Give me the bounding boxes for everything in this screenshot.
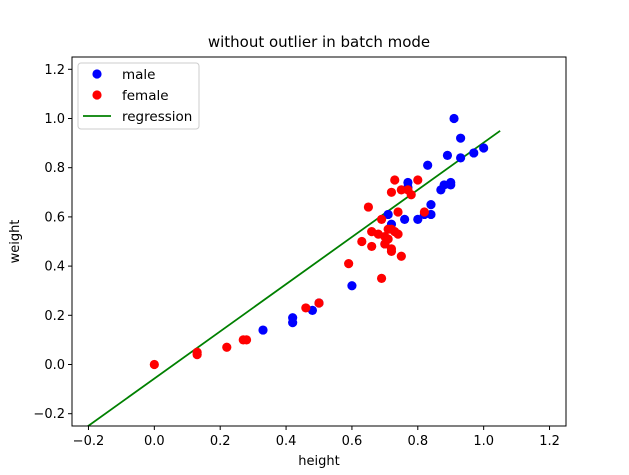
female-point-26 bbox=[393, 229, 403, 239]
female-point-7 bbox=[314, 298, 324, 308]
y-tick-label: 0.2 bbox=[44, 309, 65, 324]
female-point-28 bbox=[396, 185, 406, 195]
female-point-3 bbox=[222, 342, 232, 352]
x-tick-label: 0.0 bbox=[144, 434, 165, 449]
male-point-16 bbox=[426, 200, 436, 210]
y-axis-label: weight bbox=[8, 220, 23, 264]
legend-label-female: female bbox=[122, 88, 169, 104]
female-point-22 bbox=[386, 246, 397, 256]
female-point-14 bbox=[376, 273, 387, 283]
female-point-29 bbox=[396, 251, 406, 261]
female-point-12 bbox=[367, 241, 377, 252]
x-axis-label: height bbox=[298, 454, 339, 469]
x-tick-label: 1.0 bbox=[473, 434, 494, 449]
female-point-8 bbox=[344, 259, 354, 269]
female-point-32 bbox=[413, 175, 423, 185]
male-point-5 bbox=[347, 281, 357, 291]
female-point-27 bbox=[393, 207, 403, 217]
y-tick-label: −0.2 bbox=[33, 407, 65, 422]
female-point-25 bbox=[390, 175, 400, 185]
male-point-2 bbox=[288, 313, 298, 323]
x-tick-label: 0.2 bbox=[210, 434, 231, 449]
female-point-5 bbox=[241, 335, 252, 345]
plot-content bbox=[86, 113, 501, 426]
y-tick-label: 1.2 bbox=[44, 63, 65, 78]
male-point-25 bbox=[469, 148, 479, 158]
x-tick-label: 1.2 bbox=[539, 434, 560, 449]
x-tick-label: 0.6 bbox=[342, 434, 363, 449]
female-point-0 bbox=[149, 359, 159, 370]
male-point-14 bbox=[423, 160, 433, 170]
legend: male female regression bbox=[77, 62, 200, 130]
female-point-2 bbox=[192, 347, 202, 357]
male-point-24 bbox=[456, 133, 466, 143]
legend-marker-male bbox=[92, 69, 102, 79]
legend-label-regression: regression bbox=[122, 109, 192, 125]
x-tick-label: 0.4 bbox=[276, 434, 297, 449]
female-point-9 bbox=[357, 236, 367, 247]
y-axis-ticks: −0.2 0.0 0.2 0.4 0.6 0.8 1.0 1.2 bbox=[33, 63, 72, 422]
x-axis-ticks: −0.2 0.0 0.2 0.4 0.6 0.8 1.0 1.2 bbox=[73, 426, 560, 449]
female-point-10 bbox=[363, 202, 373, 212]
legend-label-male: male bbox=[122, 67, 155, 83]
male-point-23 bbox=[456, 153, 466, 163]
male-point-9 bbox=[400, 214, 410, 224]
male-point-21 bbox=[446, 180, 456, 190]
regression-line bbox=[86, 130, 501, 426]
y-tick-label: 0.4 bbox=[44, 260, 65, 275]
legend-box bbox=[77, 62, 200, 130]
female-point-15 bbox=[376, 214, 387, 224]
x-tick-label: 0.8 bbox=[407, 434, 428, 449]
female-point-33 bbox=[419, 207, 429, 217]
male-point-7 bbox=[383, 209, 393, 220]
male-point-22 bbox=[449, 113, 459, 124]
y-tick-label: 0.8 bbox=[44, 161, 65, 176]
male-point-19 bbox=[442, 150, 453, 160]
female-point-23 bbox=[386, 187, 397, 197]
female-point-19 bbox=[383, 234, 393, 244]
female-point-31 bbox=[406, 190, 416, 200]
x-tick-label: −0.2 bbox=[73, 434, 105, 449]
plot-frame bbox=[71, 56, 567, 427]
male-point-26 bbox=[479, 143, 489, 153]
y-tick-label: 0.6 bbox=[44, 210, 65, 225]
male-point-12 bbox=[413, 214, 423, 224]
y-tick-label: 1.0 bbox=[44, 112, 65, 127]
male-point-11 bbox=[403, 177, 413, 188]
chart-title: without outlier in batch mode bbox=[208, 33, 430, 51]
y-tick-label: 0.0 bbox=[44, 358, 65, 373]
legend-marker-female bbox=[92, 90, 102, 100]
female-point-6 bbox=[301, 303, 311, 313]
male-point-0 bbox=[258, 325, 268, 335]
plot-area bbox=[71, 56, 567, 427]
